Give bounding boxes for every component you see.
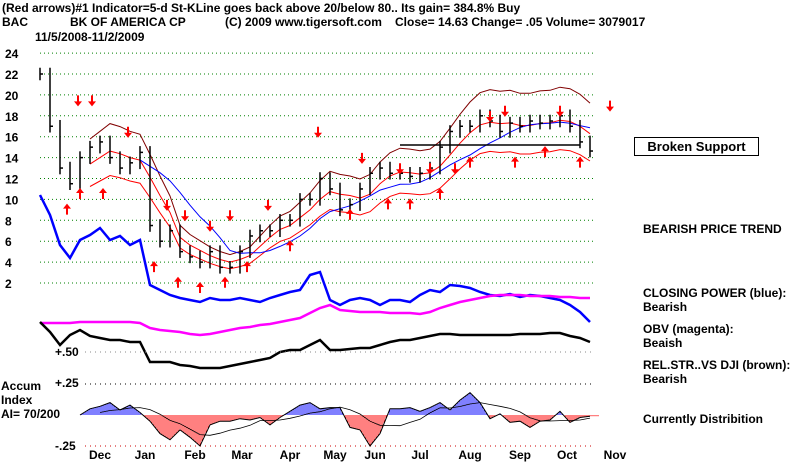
buy-arrow-icon — [63, 203, 71, 215]
sell-arrow-icon — [314, 126, 322, 138]
sell-arrow-icon — [396, 163, 404, 175]
month-label: Feb — [184, 448, 205, 462]
accum-status: Currently Distribition — [643, 412, 764, 426]
buy-arrow-icon — [243, 261, 251, 273]
buy-arrow-icon — [196, 282, 204, 293]
buy-arrow-icon — [436, 187, 444, 199]
buy-arrow-icon — [576, 156, 584, 168]
month-label: Nov — [604, 448, 627, 462]
y-tick-label: 16 — [5, 131, 19, 145]
sell-arrow-icon — [264, 199, 272, 211]
sell-arrow-icon — [163, 199, 171, 211]
y-tick-label: 12 — [5, 173, 19, 187]
buy-arrow-icon — [511, 156, 519, 168]
y-tick-label: 2 — [5, 277, 12, 291]
accum-ma-line — [99, 402, 591, 436]
month-label: May — [323, 448, 347, 462]
sell-arrow-icon — [486, 111, 494, 123]
date-range: 11/5/2008-11/2/2009 — [35, 30, 145, 44]
month-label: Jan — [135, 448, 156, 462]
month-label: Mar — [231, 448, 253, 462]
month-label: Aug — [458, 448, 481, 462]
ai-value: AI= 70/200 — [1, 407, 61, 421]
rs-value: Bearish — [643, 372, 688, 386]
upper-band — [89, 86, 591, 256]
buy-arrow-icon — [221, 276, 229, 288]
y-tick-label: 14 — [5, 152, 19, 166]
tick-minus25: -.25 — [55, 439, 76, 453]
buy-arrow-icon — [286, 240, 294, 252]
sell-arrow-icon — [426, 163, 434, 175]
tick-plus50: +.50 — [55, 345, 79, 359]
accum-label: Accum — [1, 379, 42, 393]
relative-strength-line — [39, 321, 591, 370]
sell-arrow-icon — [226, 210, 234, 222]
sell-arrow-icon — [358, 152, 366, 164]
closing-power-line — [38, 194, 591, 323]
sell-arrow-icon — [451, 163, 459, 175]
y-tick-label: 24 — [5, 47, 19, 61]
month-label: Dec — [89, 448, 111, 462]
trend-label: BEARISH PRICE TREND — [643, 222, 782, 236]
y-tick-label: 6 — [5, 235, 12, 249]
buy-arrow-icon — [346, 208, 354, 220]
moving-average-65 — [139, 121, 591, 254]
rs-label: REL.STR..VS DJI (brown): — [643, 358, 791, 372]
symbol: BAC — [2, 15, 28, 29]
y-tick-label: 8 — [5, 214, 12, 228]
broken-support-box: Broken Support — [634, 137, 759, 156]
buy-arrow-icon — [99, 187, 107, 199]
buy-arrow-icon — [541, 146, 549, 158]
obv-value: Beaish — [643, 336, 683, 350]
buy-arrow-icon — [150, 261, 158, 273]
y-tick-label: 10 — [5, 193, 19, 207]
month-label: Apr — [280, 448, 301, 462]
y-tick-label: 18 — [5, 110, 19, 124]
month-label: Jul — [411, 448, 428, 462]
index-label: Index — [1, 393, 33, 407]
company-name: BK OF AMERICA CP — [70, 15, 186, 29]
month-label: Oct — [557, 448, 577, 462]
sell-arrow-icon — [206, 220, 214, 232]
sell-arrow-icon — [606, 100, 614, 112]
sell-arrow-icon — [124, 126, 132, 138]
cp-value: Bearish — [643, 300, 688, 314]
sell-arrow-icon — [88, 95, 96, 107]
buy-arrow-icon — [406, 198, 414, 210]
y-tick-label: 20 — [5, 89, 19, 103]
month-label: Jun — [364, 448, 385, 462]
sell-arrow-icon — [181, 210, 189, 222]
cp-label: CLOSING POWER (blue): — [643, 286, 787, 300]
quote-info: Close= 14.63 Change= .05 Volume= 3079017 — [395, 15, 646, 29]
buy-arrow-icon — [384, 198, 392, 210]
tick-plus25: +.25 — [55, 376, 79, 390]
indicator-title: (Red arrows)#1 Indicator=5-d St-KLine go… — [2, 1, 521, 15]
buy-arrow-icon — [174, 276, 182, 288]
buy-arrow-icon — [466, 156, 474, 168]
month-label: Sep — [509, 448, 531, 462]
obv-line — [40, 293, 590, 337]
y-tick-label: 22 — [5, 68, 19, 82]
buy-arrow-icon — [76, 187, 84, 199]
obv-label: OBV (magenta): — [643, 322, 734, 336]
copyright: (C) 2009 www.tigersoft.com — [225, 15, 382, 29]
y-tick-label: 4 — [5, 256, 12, 270]
sell-arrow-icon — [501, 105, 509, 117]
sell-arrow-icon — [74, 95, 82, 107]
sell-arrow-icon — [556, 105, 564, 117]
